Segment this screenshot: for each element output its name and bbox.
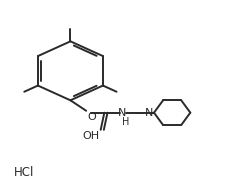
Text: H: H (122, 117, 129, 127)
Text: HCl: HCl (13, 166, 34, 179)
Text: N: N (118, 108, 127, 118)
Text: N: N (144, 108, 153, 118)
Text: OH: OH (82, 131, 99, 141)
Text: O: O (87, 112, 96, 122)
